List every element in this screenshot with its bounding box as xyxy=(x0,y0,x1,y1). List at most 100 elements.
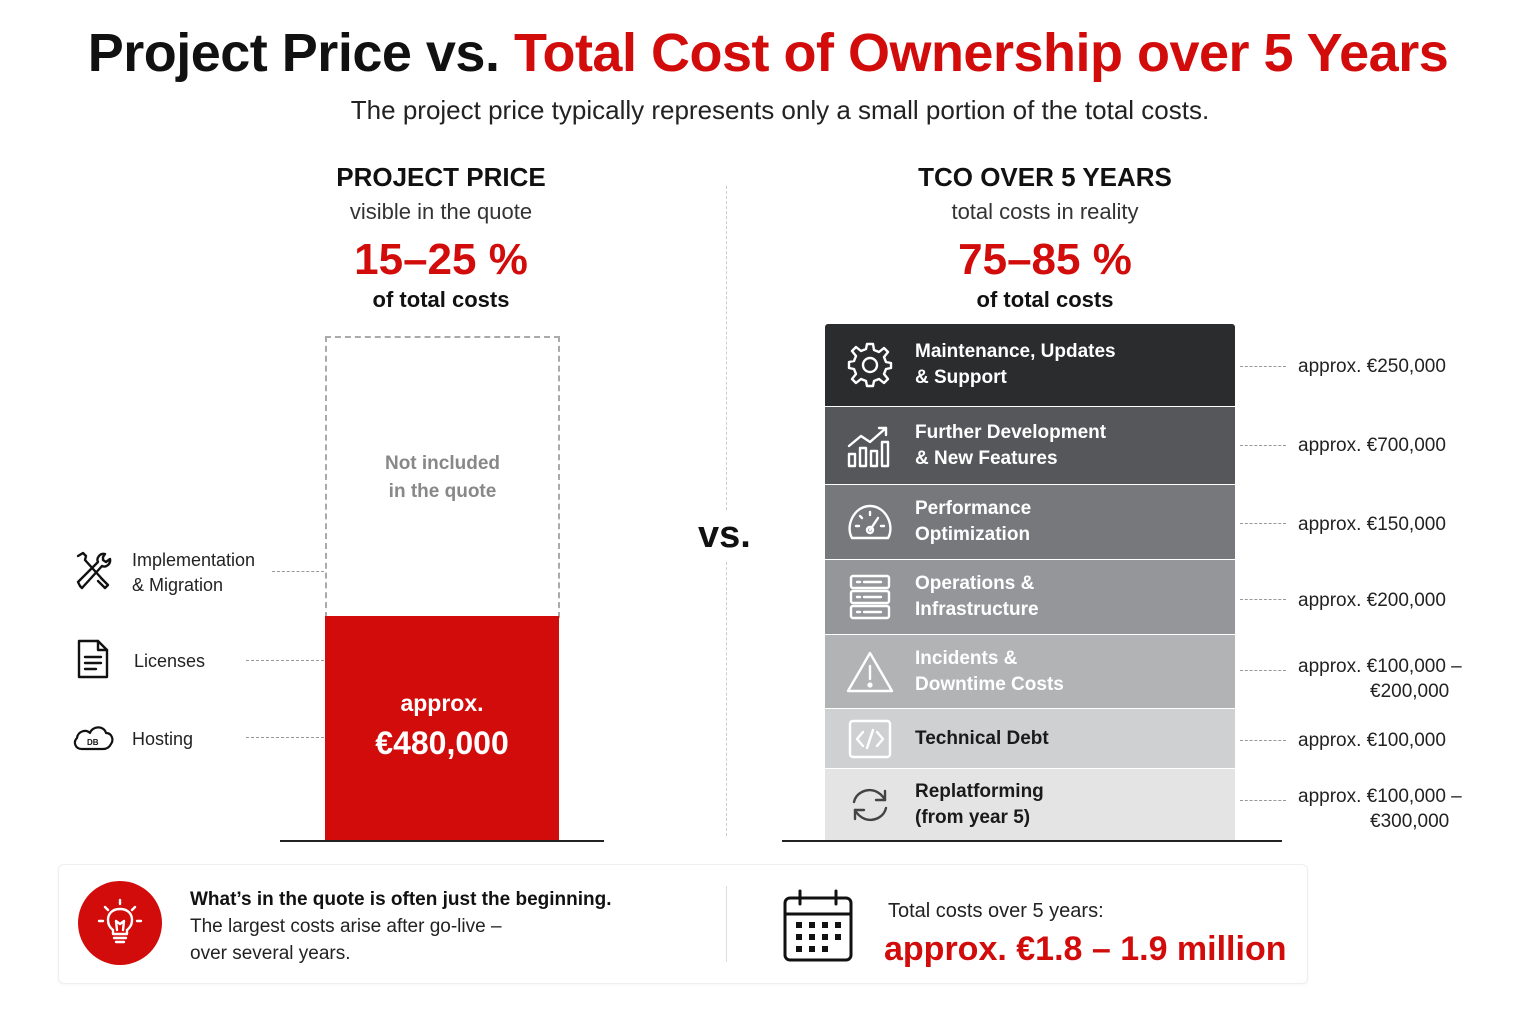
refresh-icon xyxy=(825,784,915,826)
connector-replatforming xyxy=(1240,800,1286,801)
tools-icon xyxy=(72,550,114,597)
not-included-line-2: in the quote xyxy=(388,481,497,502)
left-item-implementation-line-2: & Migration xyxy=(132,575,224,595)
summary-line-3: over several years. xyxy=(190,943,351,964)
connector-incidents xyxy=(1240,670,1286,671)
cost-performance-line-1: approx. €150,000 xyxy=(1298,514,1446,535)
connector-maintenance xyxy=(1240,366,1286,367)
tco-row-replatforming: Replatforming (from year 5) xyxy=(825,769,1235,840)
tco-row-maintenance-line-1: Maintenance, Updates xyxy=(915,341,1116,362)
calendar-icon xyxy=(782,888,854,969)
project-price-heading: PROJECT PRICE xyxy=(336,162,546,192)
tco-row-performance: Performance Optimization xyxy=(825,485,1235,559)
page-title: Project Price vs. Total Cost of Ownershi… xyxy=(0,22,1536,84)
summary-text: What’s in the quote is often just the be… xyxy=(190,886,612,967)
tco-row-technical-debt-label: Technical Debt xyxy=(915,727,1049,749)
project-price-percent: 15–25 % xyxy=(354,235,528,284)
cost-replatforming-line-1: approx. €100,000 – xyxy=(1298,786,1462,807)
svg-text:DB: DB xyxy=(87,738,99,747)
tco-row-incidents: Incidents & Downtime Costs xyxy=(825,635,1235,708)
summary-headline: What’s in the quote is often just the be… xyxy=(190,889,612,910)
tco-sub: total costs in reality xyxy=(951,199,1139,224)
tco-row-maintenance-line-2: & Support xyxy=(915,367,1007,388)
connector-implementation xyxy=(272,571,324,572)
tco-row-incidents-line-1: Incidents & xyxy=(915,647,1018,669)
project-price-approx: approx. xyxy=(400,690,484,716)
tco-row-development-line-2: & New Features xyxy=(915,447,1058,469)
tco-row-operations: Operations & Infrastructure xyxy=(825,560,1235,634)
tco-row-performance-line-2: Optimization xyxy=(915,524,1031,545)
cost-development-line-1: approx. €700,000 xyxy=(1298,435,1446,456)
left-item-licenses: Licenses xyxy=(76,638,205,685)
right-baseline xyxy=(782,840,1282,842)
lightbulb-icon xyxy=(95,896,145,951)
left-baseline xyxy=(280,840,604,842)
tco-row-technical-debt: Technical Debt xyxy=(825,709,1235,768)
tco-row-incidents-line-2: Downtime Costs xyxy=(915,673,1064,695)
cost-replatforming: approx. €100,000 – €300,000 xyxy=(1298,784,1462,834)
tco-row-operations-line-1: Operations & xyxy=(915,573,1035,594)
not-included-box xyxy=(325,336,560,618)
project-price-value-label: approx. €480,000 xyxy=(325,690,559,762)
left-item-implementation-line-1: Implementation xyxy=(132,550,256,570)
tco-row-replatforming-line-2: (from year 5) xyxy=(915,806,1031,828)
cloud-db-icon: DB xyxy=(72,722,114,757)
project-price-sub: visible in the quote xyxy=(349,199,533,224)
cost-incidents-line-1: approx. €100,000 – xyxy=(1298,656,1462,677)
page-subtitle: The project price typically represents o… xyxy=(350,95,1210,125)
tco-row-replatforming-line-1: Replatforming xyxy=(915,780,1044,802)
cost-development: approx. €700,000 xyxy=(1298,433,1446,458)
connector-technical-debt xyxy=(1240,740,1286,741)
tco-heading: TCO OVER 5 YEARS xyxy=(918,162,1172,192)
cost-technical-debt: approx. €100,000 xyxy=(1298,728,1446,753)
title-part-1: Project Price vs. xyxy=(87,23,500,83)
cost-maintenance: approx. €250,000 xyxy=(1298,354,1446,379)
total-costs-value: approx. €1.8 – 1.9 million xyxy=(884,930,1287,968)
left-item-implementation: Implementation & Migration xyxy=(72,548,255,598)
tco-row-development: Further Development & New Features xyxy=(825,407,1235,484)
speedometer-icon xyxy=(825,502,915,542)
not-included-line-1: Not included xyxy=(384,453,501,474)
lightbulb-badge xyxy=(78,881,162,965)
server-icon xyxy=(825,574,915,620)
cost-incidents: approx. €100,000 – €200,000 xyxy=(1298,654,1462,704)
warning-icon xyxy=(825,650,915,694)
tco-row-maintenance: Maintenance, Updates & Support xyxy=(825,324,1235,406)
growth-chart-icon xyxy=(825,424,915,468)
cost-operations: approx. €200,000 xyxy=(1298,588,1446,613)
code-icon xyxy=(825,719,915,759)
tco-of-total: of total costs xyxy=(976,287,1114,312)
tco-row-performance-line-1: Performance xyxy=(915,498,1032,519)
project-price-value: €480,000 xyxy=(375,725,509,761)
project-price-bar xyxy=(325,616,559,841)
vs-label: vs. xyxy=(698,510,751,561)
summary-panel xyxy=(58,864,1308,984)
document-icon xyxy=(76,638,114,685)
total-costs-label: Total costs over 5 years: xyxy=(888,900,1104,922)
cost-performance: approx. €150,000 xyxy=(1298,512,1446,537)
tco-percent: 75–85 % xyxy=(958,235,1132,284)
tco-row-operations-line-2: Infrastructure xyxy=(915,599,1039,620)
left-item-licenses-label: Licenses xyxy=(134,651,206,671)
connector-licenses xyxy=(246,660,324,661)
project-price-of-total: of total costs xyxy=(372,287,510,312)
summary-line-2: The largest costs arise after go-live – xyxy=(190,916,502,937)
left-item-hosting-label: Hosting xyxy=(132,729,194,749)
connector-development xyxy=(1240,445,1286,446)
cost-operations-line-1: approx. €200,000 xyxy=(1298,590,1446,611)
connector-performance xyxy=(1240,523,1286,524)
left-item-hosting: DB Hosting xyxy=(72,722,193,757)
connector-hosting xyxy=(246,737,324,738)
tco-header: TCO OVER 5 YEARS total costs in reality … xyxy=(880,162,1210,313)
title-part-2: Total Cost of Ownership over 5 Years xyxy=(513,23,1449,83)
cost-replatforming-line-2: €300,000 xyxy=(1370,811,1450,832)
not-included-label: Not included in the quote xyxy=(325,450,560,506)
tco-row-development-line-1: Further Development xyxy=(915,421,1107,443)
connector-operations xyxy=(1240,599,1286,600)
cost-maintenance-line-1: approx. €250,000 xyxy=(1298,356,1446,377)
project-price-header: PROJECT PRICE visible in the quote 15–25… xyxy=(290,162,592,313)
summary-divider xyxy=(726,886,727,962)
cost-incidents-line-2: €200,000 xyxy=(1370,681,1450,702)
gear-icon xyxy=(825,341,915,389)
cost-technical-debt-line-1: approx. €100,000 xyxy=(1298,730,1446,751)
